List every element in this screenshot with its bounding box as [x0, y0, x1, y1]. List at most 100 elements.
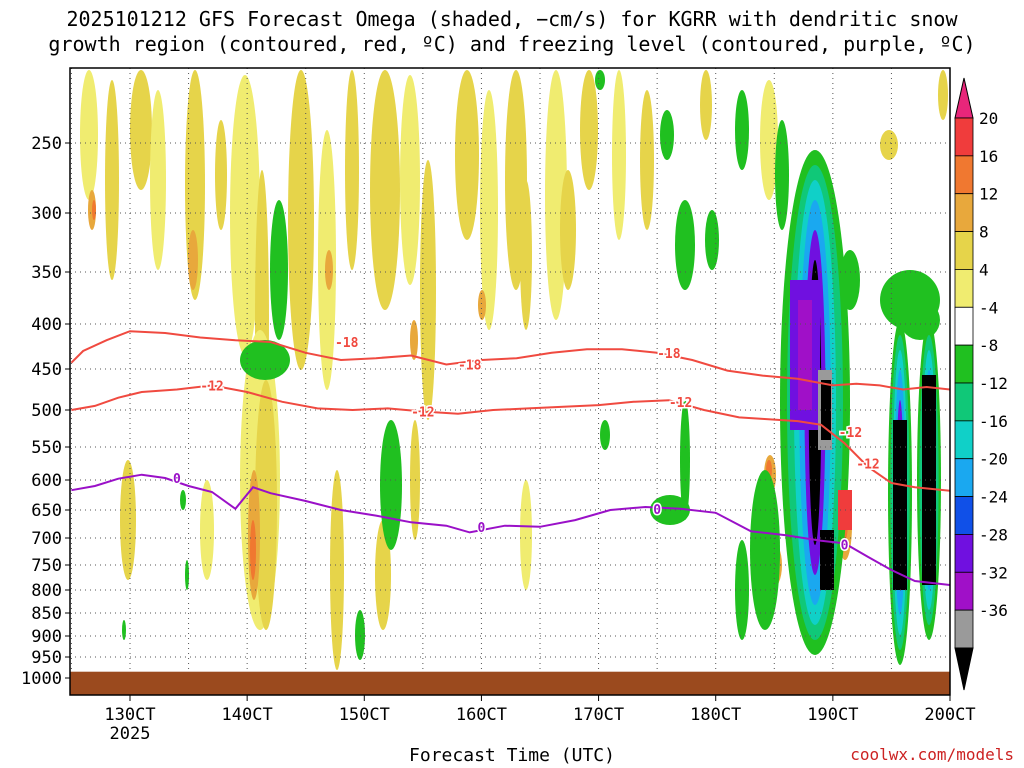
x-tick-label: 200CT	[924, 705, 975, 725]
colorbar-swatch	[954, 420, 974, 460]
shade-yellow	[560, 170, 576, 290]
colorbar-label: -24	[979, 488, 1008, 507]
y-tick-label: 950	[31, 648, 62, 668]
x-tick-label: 190CT	[807, 705, 858, 725]
colorbar-swatch	[954, 344, 974, 384]
colorbar-bottom-arrow	[954, 647, 974, 691]
colorbar-swatch	[954, 155, 974, 195]
x-tick-label: 130CT	[104, 705, 155, 725]
shade-black	[820, 530, 834, 590]
shade-green	[735, 90, 749, 170]
shade-yellow	[370, 70, 400, 310]
shade-green	[775, 120, 789, 230]
shade-green	[355, 610, 365, 660]
contour-label: -18	[335, 336, 359, 351]
shade-yellow	[880, 130, 898, 160]
y-tick-label: 450	[31, 360, 62, 380]
x-tick-label: 170CT	[573, 705, 624, 725]
colorbar-swatch	[954, 306, 974, 346]
x-tick-sublabel: 2025	[110, 724, 151, 744]
x-axis: 130CT 140CT 150CT 160CT 170CT 180CT 190CT 200CT…	[104, 695, 976, 744]
x-tick-label: 160CT	[456, 705, 507, 725]
y-axis: 250 300 350 400 450 500 550 600 650 700 750 800 850 9…	[21, 134, 70, 689]
shade-yellow	[375, 520, 391, 630]
shade-green	[680, 400, 690, 520]
colorbar-swatch	[954, 609, 974, 649]
colorbar-label: 8	[979, 223, 989, 242]
y-tick-label: 750	[31, 556, 62, 576]
y-tick-label: 500	[31, 401, 62, 421]
colorbar-top-arrow	[954, 77, 974, 119]
shade-yellow	[520, 480, 532, 590]
shade-green	[735, 540, 749, 640]
shade-green	[180, 490, 186, 510]
shade-green	[675, 200, 695, 290]
y-tick-label: 250	[31, 134, 62, 154]
x-tick-label: 140CT	[222, 705, 273, 725]
dgz-contour	[70, 330, 950, 391]
colorbar-label: 16	[979, 147, 998, 166]
colorbar-label: -4	[979, 298, 998, 317]
source-credit[interactable]: coolwx.com/models	[850, 745, 1014, 764]
colorbar-label: 4	[979, 260, 989, 279]
terrain-band	[70, 671, 950, 695]
y-tick-label: 700	[31, 529, 62, 549]
shade-green	[270, 200, 288, 340]
colorbar-label: 12	[979, 185, 998, 204]
colorbar-swatch	[954, 382, 974, 422]
colorbar-swatch	[954, 269, 974, 308]
x-axis-label: Forecast Time (UTC)	[409, 745, 615, 766]
shade-yellow	[760, 80, 778, 200]
colorbar-swatch	[954, 193, 974, 232]
shade-black	[821, 380, 831, 440]
contour-label: 0	[173, 472, 181, 487]
shade-yellow	[288, 70, 314, 370]
shade-red	[92, 200, 96, 220]
colorbar-swatch	[954, 496, 974, 535]
plot-frame	[69, 67, 951, 696]
shade-yellow	[200, 480, 214, 580]
shade-orange	[325, 250, 333, 290]
dgz-contour	[71, 384, 950, 492]
y-tick-label: 900	[31, 627, 62, 647]
shade-black	[922, 375, 936, 585]
shade-yellow	[520, 180, 532, 330]
shade-yellow	[345, 70, 359, 270]
shade-orange	[410, 320, 418, 360]
y-tick-label: 350	[31, 263, 62, 283]
contour-label: -18	[657, 347, 681, 362]
y-tick-label: 550	[31, 438, 62, 458]
shade-yellow	[105, 80, 119, 280]
shade-yellow	[400, 75, 420, 285]
colorbar-label: -20	[979, 450, 1008, 469]
contours: -18 -18 -18 -12 -12 -12 -12 -12 0 0 0 0	[70, 330, 950, 586]
contour-label: -12	[669, 396, 692, 411]
freezing-level-contour	[71, 473, 950, 586]
x-tick-label: 150CT	[339, 705, 390, 725]
y-tick-label: 600	[31, 471, 62, 491]
y-tick-label: 1000	[21, 669, 62, 689]
shade-green	[185, 560, 189, 590]
y-tick-label: 300	[31, 204, 62, 224]
y-tick-label: 400	[31, 315, 62, 335]
shade-yellow	[80, 70, 98, 200]
y-tick-label: 800	[31, 581, 62, 601]
shade-green	[122, 620, 126, 640]
shade-green	[750, 470, 780, 630]
colorbar: 20 16 12 8 4 -4 -8 -12 -16 -20 -24 -28 -32 -36	[954, 77, 1008, 691]
contour-label: -12	[200, 379, 223, 394]
y-tick-label: 850	[31, 604, 62, 624]
omega-shading	[80, 70, 948, 670]
colorbar-label: -16	[979, 412, 1008, 431]
colorbar-label: -32	[979, 563, 1008, 582]
shade-green	[380, 420, 402, 550]
colorbar-swatch	[954, 117, 974, 157]
colorbar-swatch	[954, 458, 974, 497]
contour-label: -12	[856, 458, 879, 473]
contour-label: -12	[839, 426, 862, 441]
shade-yellow	[120, 460, 136, 580]
shade-yellow	[255, 380, 277, 630]
shade-black	[893, 420, 907, 590]
colorbar-label: -8	[979, 336, 998, 355]
